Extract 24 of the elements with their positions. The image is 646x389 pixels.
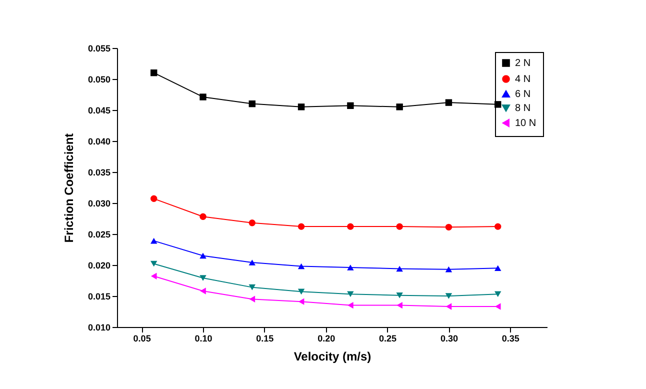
x-tick-label: 0.05 xyxy=(133,334,151,344)
y-tick-label: 0.055 xyxy=(88,44,110,54)
y-tick-label: 0.025 xyxy=(88,230,110,240)
x-tick-label: 0.30 xyxy=(440,334,458,344)
x-tick-label: 0.10 xyxy=(194,334,212,344)
x-tick-label: 0.15 xyxy=(256,334,274,344)
legend-label: 6 N xyxy=(515,89,531,100)
y-tick-label: 0.020 xyxy=(88,260,110,270)
legend-label: 2 N xyxy=(515,58,531,69)
x-axis-title: Velocity (m/s) xyxy=(294,350,372,364)
y-tick-label: 0.030 xyxy=(88,198,110,208)
y-tick-label: 0.035 xyxy=(88,168,110,178)
x-tick-label: 0.25 xyxy=(379,334,397,344)
legend-label: 4 N xyxy=(515,74,531,85)
y-tick-label: 0.010 xyxy=(88,322,110,332)
y-tick-label: 0.050 xyxy=(88,74,110,84)
y-tick-label: 0.045 xyxy=(88,106,110,116)
legend-label: 8 N xyxy=(515,103,531,114)
y-tick-label: 0.015 xyxy=(88,292,110,302)
x-tick-label: 0.35 xyxy=(502,334,520,344)
y-axis-title: Friction Coefficient xyxy=(62,133,76,243)
y-tick-label: 0.040 xyxy=(88,136,110,146)
x-tick-label: 0.20 xyxy=(318,334,336,344)
legend-label: 10 N xyxy=(515,118,536,129)
